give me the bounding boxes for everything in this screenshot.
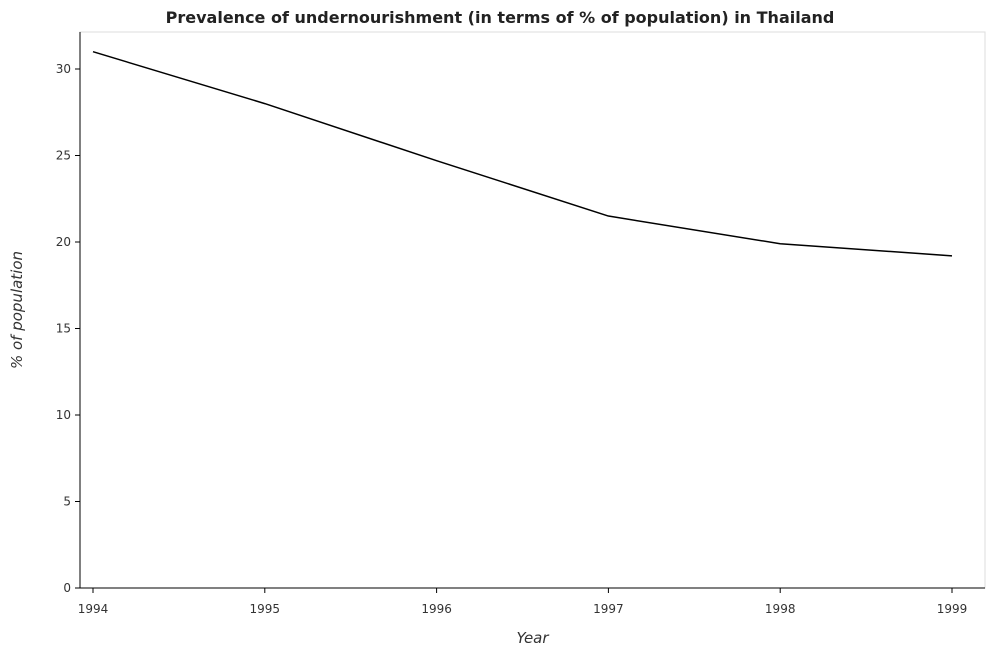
chart-title: Prevalence of undernourishment (in terms… [165,8,835,27]
y-tick-label: 15 [56,322,71,336]
x-tick-label: 1998 [765,602,796,616]
y-tick-label: 20 [56,235,71,249]
x-tick-label: 1997 [593,602,624,616]
y-axis: 0 5 10 15 20 25 30 [56,62,80,595]
y-tick-label: 30 [56,62,71,76]
y-tick-label: 5 [63,495,71,509]
y-tick-label: 10 [56,408,71,422]
x-tick-label: 1994 [78,602,109,616]
x-tick-label: 1996 [421,602,452,616]
x-tick-label: 1999 [937,602,968,616]
series-line [92,50,953,257]
plot-area-border [79,31,986,589]
y-axis-label: % of population [8,251,26,369]
x-tick-label: 1995 [250,602,281,616]
y-tick-label: 0 [63,581,71,595]
x-axis: 1994 1995 1996 1997 1998 1999 [78,588,968,616]
y-tick-label: 25 [56,149,71,163]
series-group [92,50,953,257]
x-axis-label: Year [516,629,549,647]
plot-frame [79,31,986,589]
